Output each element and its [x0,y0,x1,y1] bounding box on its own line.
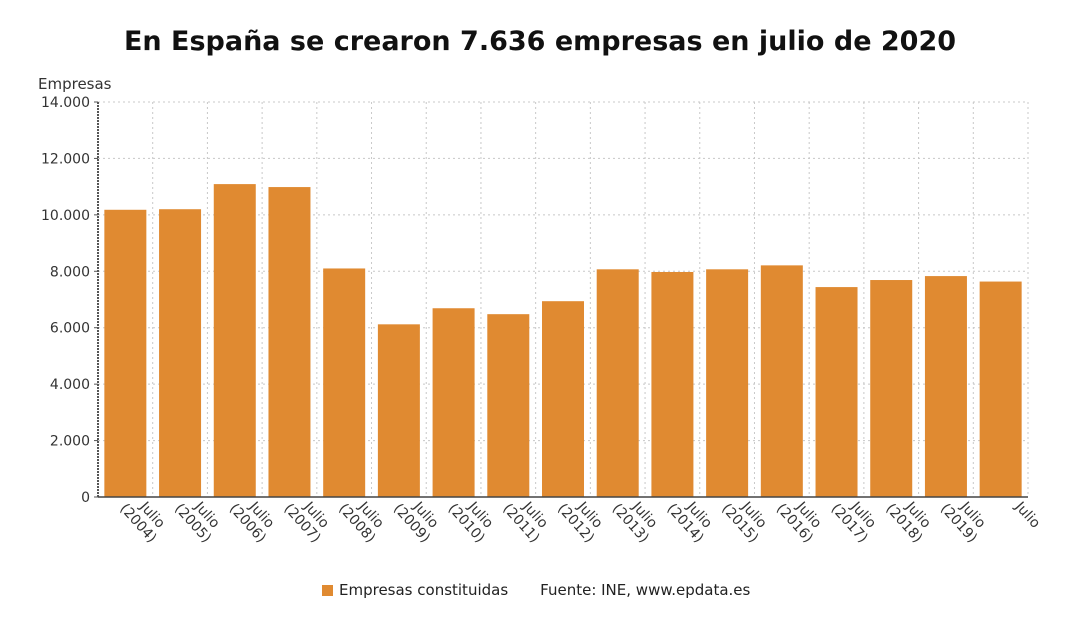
y-tick-label: 4.000 [50,377,90,393]
x-tick-label: Julio(2004) [116,490,171,546]
y-tick-label: 14.000 [41,95,90,111]
source-note: Fuente: INE, www.epdata.es [540,581,751,599]
x-tick-label: Julio(2015) [718,490,773,546]
y-tick-label: 6.000 [50,321,90,337]
bar [104,209,147,497]
x-tick-label: Julio(2019) [937,490,992,546]
bar [815,287,858,497]
x-tick-label: Julio(2008) [335,490,390,546]
x-tick-label: Julio(2013) [609,490,664,546]
y-tick-label: 10.000 [41,208,90,224]
x-tick-label: Julio(2014) [664,490,719,546]
bar [706,269,749,497]
y-tick-label: 8.000 [50,264,90,280]
legend: Empresas constituidas Fuente: INE, www.e… [322,581,750,599]
x-tick-label: Julio(2018) [882,490,937,546]
legend-label: Empresas constituidas [339,581,509,599]
y-tick-label: 2.000 [50,434,90,450]
x-tick-label: Julio [1011,498,1043,531]
y-axis-label: Empresas [38,75,112,93]
x-tick-label: Julio(2017) [828,490,883,546]
bar [596,269,639,497]
legend-swatch [322,584,333,596]
bar [870,280,913,497]
x-tick-label-line: Julio [1011,498,1043,531]
bar [760,265,803,497]
bar [924,276,967,497]
y-tick-label: 12.000 [41,151,90,167]
bar [542,301,584,497]
bar [213,184,256,497]
x-tick-label: Julio(2007) [281,490,336,546]
x-tick-label: Julio(2010) [445,490,500,546]
x-tick-label: Julio(2006) [226,490,281,546]
x-tick-label: Julio(2005) [171,490,226,546]
y-tick-label: 0 [81,490,90,506]
bar [159,209,202,497]
bar [323,268,366,497]
x-tick-label: Julio(2009) [390,490,445,546]
bar [651,271,694,497]
bar [268,187,311,497]
chart-title: En España se crearon 7.636 empresas en j… [123,26,957,57]
x-tick-label: Julio(2016) [773,490,828,546]
bar [979,281,1022,497]
bar [377,324,420,497]
x-tick-label: Julio(2012) [554,490,609,546]
bar [432,308,475,497]
x-tick-label: Julio(2011) [499,490,554,546]
bar [487,314,530,497]
